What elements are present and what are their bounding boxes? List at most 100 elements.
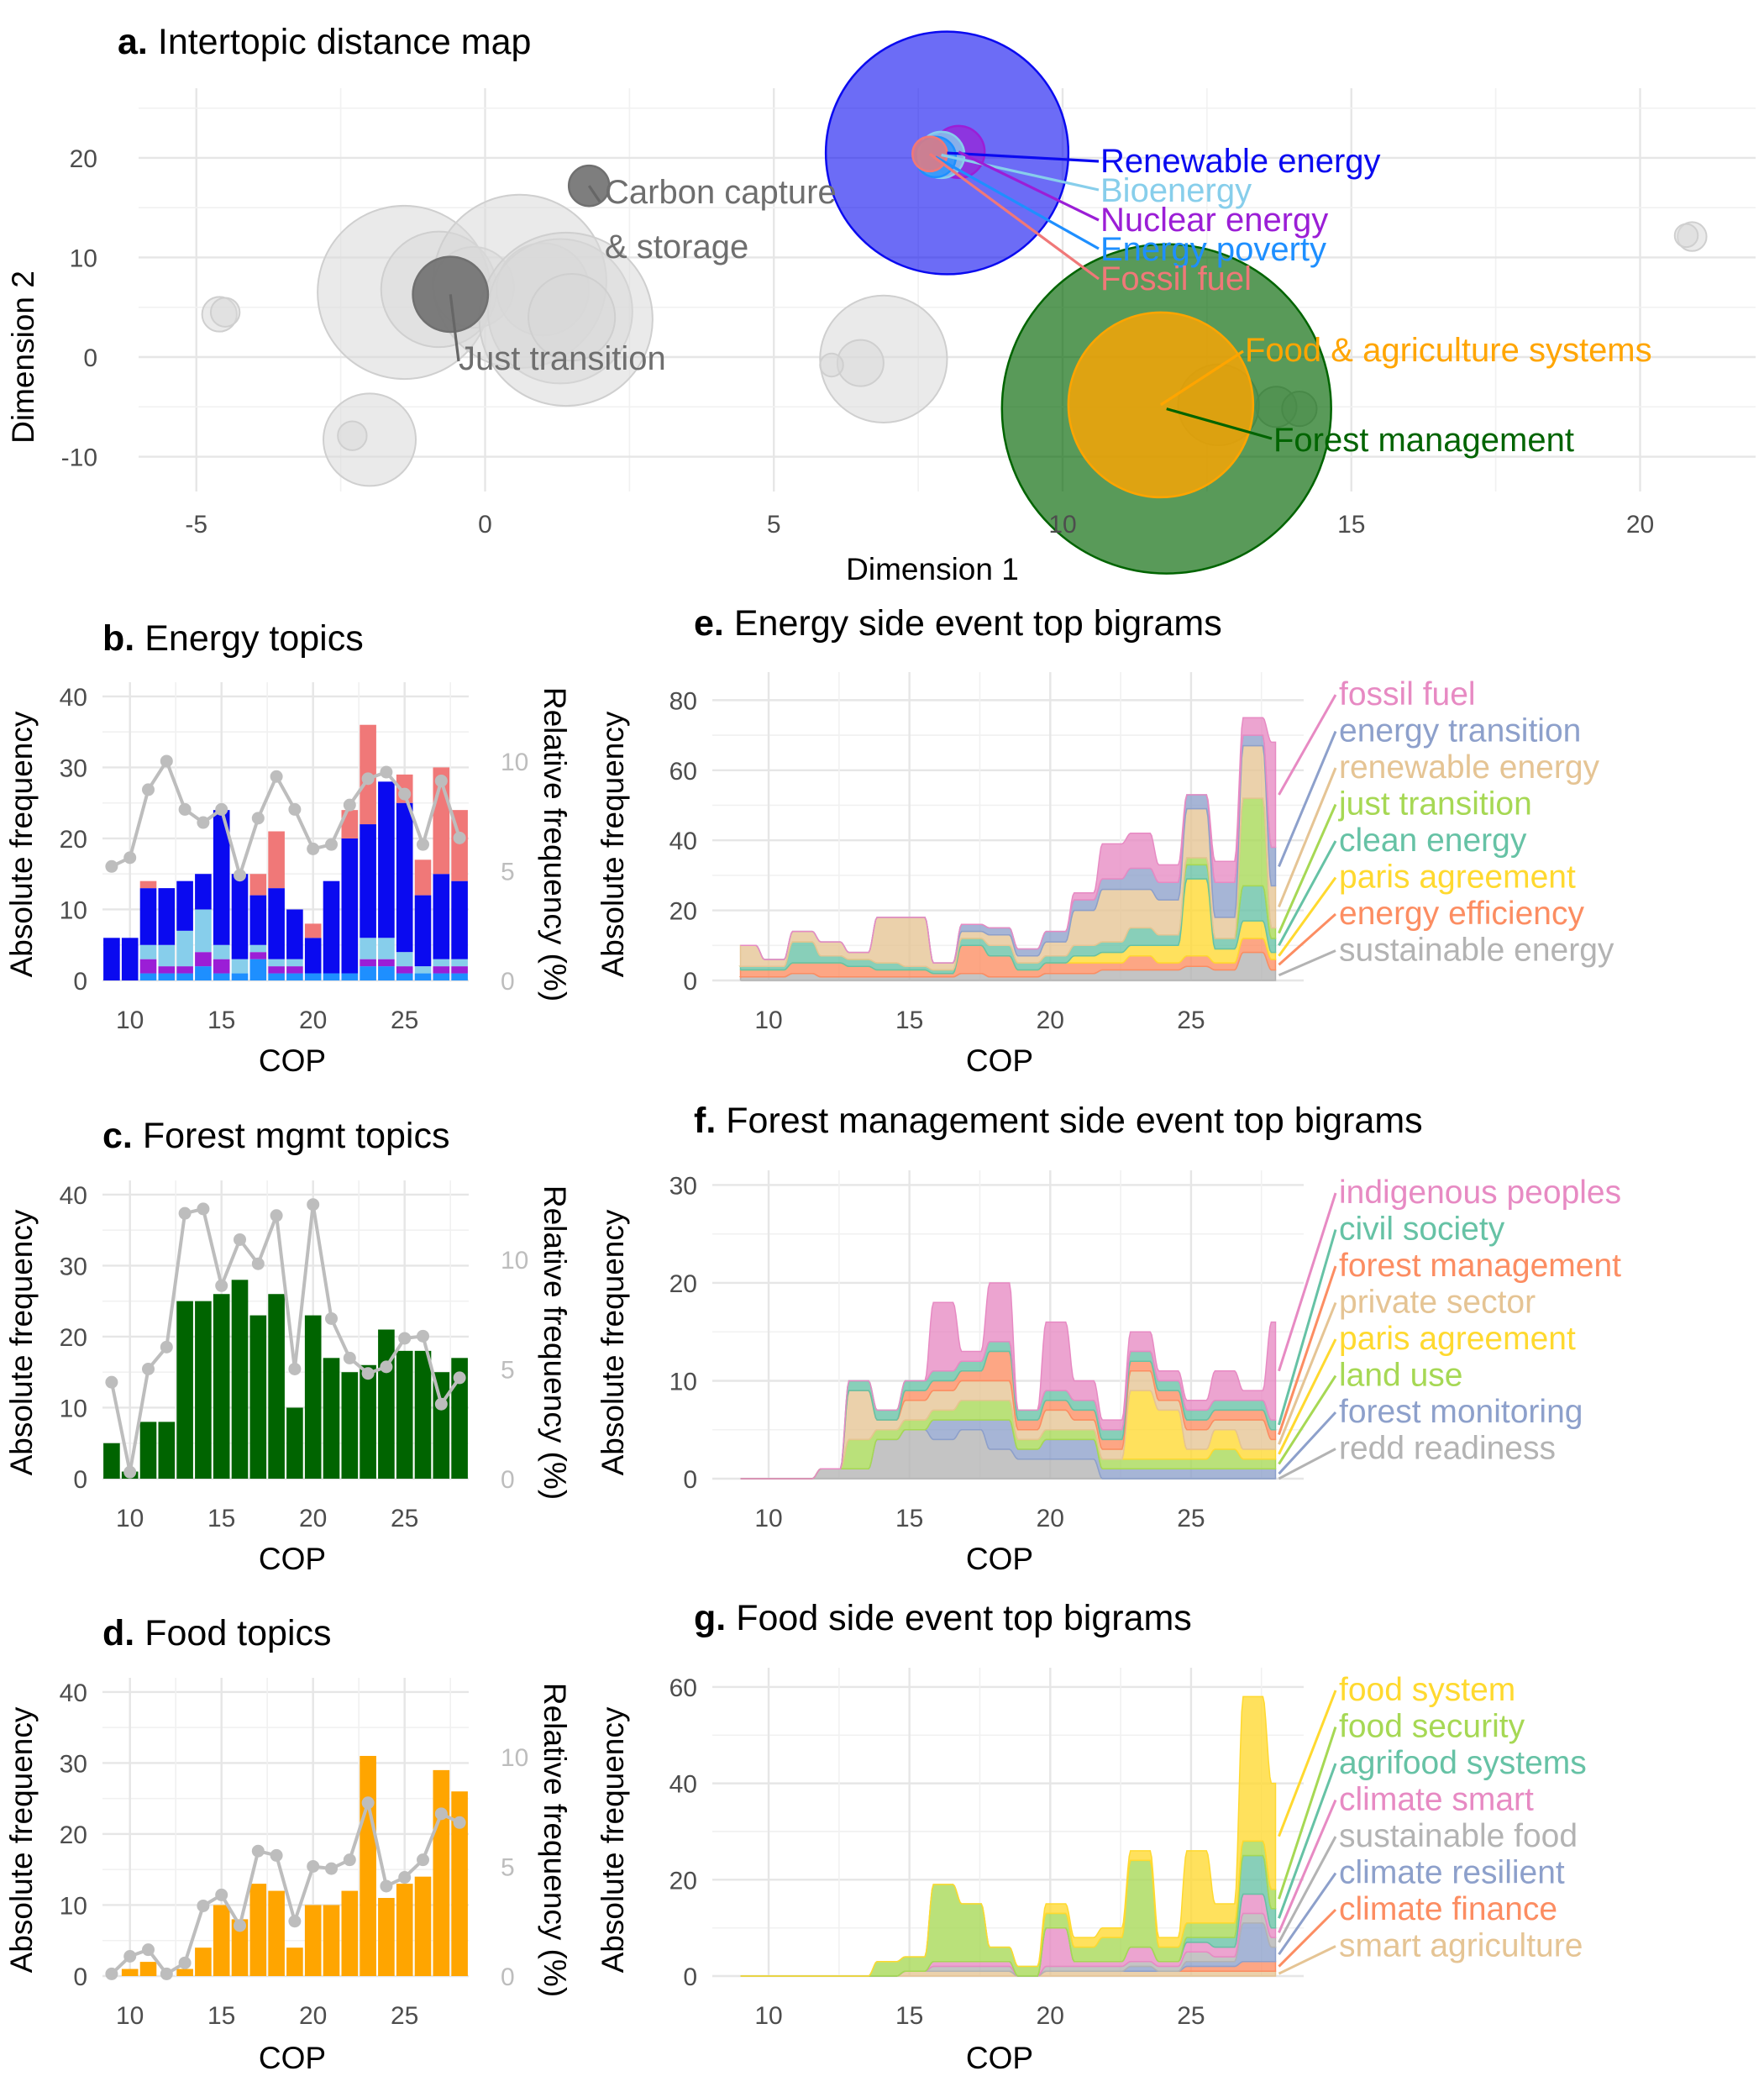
relative-frequency-point bbox=[361, 1367, 375, 1380]
label-carbon-capture-line1: Carbon capture bbox=[605, 174, 837, 211]
panel-a-leader-lines bbox=[449, 150, 1273, 440]
relative-frequency-point bbox=[453, 831, 466, 844]
legend-leader-climate-smart bbox=[1278, 1799, 1337, 1933]
panel-e-y-axis-title: Absolute frequency bbox=[596, 711, 630, 977]
bar-renewable-energy bbox=[103, 938, 120, 980]
bar-food-agriculture-systems bbox=[176, 1968, 193, 1976]
legend-label-climate-resilient: climate resilient bbox=[1339, 1855, 1565, 1891]
relative-frequency-point bbox=[160, 754, 173, 768]
legend-leader-climate-resilient bbox=[1278, 1872, 1337, 1956]
bar-nuclear-energy bbox=[451, 966, 468, 974]
relative-frequency-point bbox=[434, 774, 448, 787]
panel-e-x-axis-title: COP bbox=[966, 1043, 1033, 1078]
leader-line-bioenergy bbox=[941, 153, 1100, 192]
legend-label-climate-smart: climate smart bbox=[1339, 1782, 1534, 1818]
bar-food-agriculture-systems bbox=[414, 1876, 432, 1976]
legend-label-fossil-fuel: fossil fuel bbox=[1339, 676, 1476, 712]
bar-bioenergy bbox=[176, 930, 193, 967]
legend-leader-forest-monitoring bbox=[1278, 1411, 1337, 1475]
relative-frequency-point bbox=[105, 1375, 118, 1389]
relative-frequency-point bbox=[234, 1919, 246, 1932]
legend-label-agrifood-systems: agrifood systems bbox=[1339, 1745, 1587, 1781]
panel-b-y2-axis-title: Relative frequency (%) bbox=[538, 687, 572, 1001]
bar-bioenergy bbox=[286, 959, 303, 967]
legend-label-climate-finance: climate finance bbox=[1339, 1891, 1557, 1927]
y-tick-label: 0 bbox=[73, 1466, 87, 1494]
legend-label-forest-monitoring: forest monitoring bbox=[1339, 1394, 1583, 1430]
bar-renewable-energy bbox=[323, 880, 340, 974]
y-tick-label: 40 bbox=[60, 684, 87, 712]
panel-d-y2-axis-title: Relative frequency (%) bbox=[538, 1683, 572, 1997]
bar-forest-management bbox=[268, 1294, 285, 1479]
y-tick-label: 10 bbox=[60, 1892, 87, 1920]
panel-f-y-axis-title: Absolute frequency bbox=[596, 1209, 630, 1475]
relative-frequency-point bbox=[270, 1209, 283, 1222]
y-tick-label: 20 bbox=[669, 898, 697, 926]
relative-frequency-point bbox=[325, 1862, 338, 1875]
y-tick-label: 30 bbox=[60, 1253, 87, 1280]
label-forest-management: Forest management bbox=[1273, 422, 1574, 459]
legend-leader-climate-finance bbox=[1278, 1908, 1337, 1968]
relative-frequency-point bbox=[234, 869, 246, 882]
panel-f-letter: f. bbox=[694, 1101, 716, 1141]
panel-c-x-axis-title: COP bbox=[259, 1542, 326, 1576]
leader-line-just-transition bbox=[449, 294, 460, 362]
area-fossil-fuel bbox=[740, 717, 1277, 964]
legend-leader-renewable-energy bbox=[1278, 767, 1337, 907]
panel-a-y-ticks: 20 10 0 -10 bbox=[61, 145, 97, 472]
x-tick-label: 10 bbox=[1048, 511, 1076, 539]
y2-tick-label: 10 bbox=[501, 1247, 528, 1275]
y-tick-label: 20 bbox=[60, 826, 87, 854]
bar-forest-management bbox=[341, 1372, 359, 1479]
bar-nuclear-energy bbox=[360, 959, 376, 967]
leader-line-food-agriculture-systems bbox=[1160, 350, 1244, 407]
bar-energy-poverty bbox=[268, 973, 285, 980]
legend-leader-forest-management bbox=[1278, 1265, 1337, 1436]
panel-f-title-text: Forest management side event top bigrams bbox=[726, 1101, 1422, 1141]
y-tick-label: 30 bbox=[60, 754, 87, 782]
panel-a-y-axis-title: Dimension 2 bbox=[6, 271, 40, 444]
bar-food-agriculture-systems bbox=[213, 1905, 230, 1976]
bar-fossil-fuel bbox=[268, 831, 285, 889]
panel-d-x-axis-title: COP bbox=[259, 2041, 326, 2075]
label-fossil-fuel: Fossil fuel bbox=[1100, 260, 1252, 297]
y-tick-label: 80 bbox=[669, 687, 697, 715]
x-tick-label: 15 bbox=[207, 2002, 235, 2030]
legend-label-redd-readiness: redd readiness bbox=[1339, 1431, 1556, 1467]
legend-label-paris-agreement: paris agreement bbox=[1339, 1321, 1576, 1357]
bar-nuclear-energy bbox=[195, 952, 212, 967]
bar-renewable-energy bbox=[396, 802, 413, 953]
panel-d-title-text: Food topics bbox=[144, 1613, 331, 1653]
panel-b-plot: 10 15 20 25 0 10 20 30 40 0 5 10 bbox=[60, 682, 528, 1034]
x-tick-label: 15 bbox=[1337, 511, 1365, 539]
relative-frequency-point bbox=[142, 1943, 155, 1957]
relative-frequency-point bbox=[234, 1233, 246, 1246]
label-just-transition: Just transition bbox=[459, 340, 666, 377]
relative-frequency-point bbox=[434, 1397, 448, 1411]
legend-label-private-sector: private sector bbox=[1339, 1285, 1536, 1321]
y-tick-label: 60 bbox=[669, 758, 697, 786]
y-tick-label: 20 bbox=[60, 1821, 87, 1849]
relative-frequency-point bbox=[343, 1853, 356, 1867]
bar-energy-poverty bbox=[360, 966, 376, 980]
relative-frequency-point bbox=[398, 1332, 412, 1345]
bar-renewable-energy bbox=[213, 810, 230, 945]
legend-label-sustainable-energy: sustainable energy bbox=[1339, 933, 1614, 969]
y2-tick-label: 0 bbox=[501, 968, 515, 996]
legend-label-land-use: land use bbox=[1339, 1358, 1462, 1394]
topic-bubble bbox=[528, 273, 617, 362]
x-tick-label: 10 bbox=[754, 2002, 782, 2030]
legend-label-food-security: food security bbox=[1339, 1709, 1525, 1745]
bar-nuclear-energy bbox=[433, 966, 450, 974]
bar-food-agriculture-systems bbox=[231, 1919, 249, 1976]
y-tick-label: 20 bbox=[60, 1324, 87, 1352]
y2-tick-label: 10 bbox=[501, 1744, 528, 1772]
relative-frequency-point bbox=[325, 1311, 338, 1325]
y2-tick-label: 0 bbox=[501, 1963, 515, 1991]
y-tick-label: 20 bbox=[70, 145, 97, 173]
bar-renewable-energy bbox=[231, 874, 249, 959]
relative-frequency-point bbox=[288, 1362, 302, 1375]
panel-a-x-ticks: -5 0 5 10 15 20 bbox=[185, 511, 1654, 539]
panel-d-y-axis-title: Absolute frequency bbox=[4, 1706, 39, 1973]
